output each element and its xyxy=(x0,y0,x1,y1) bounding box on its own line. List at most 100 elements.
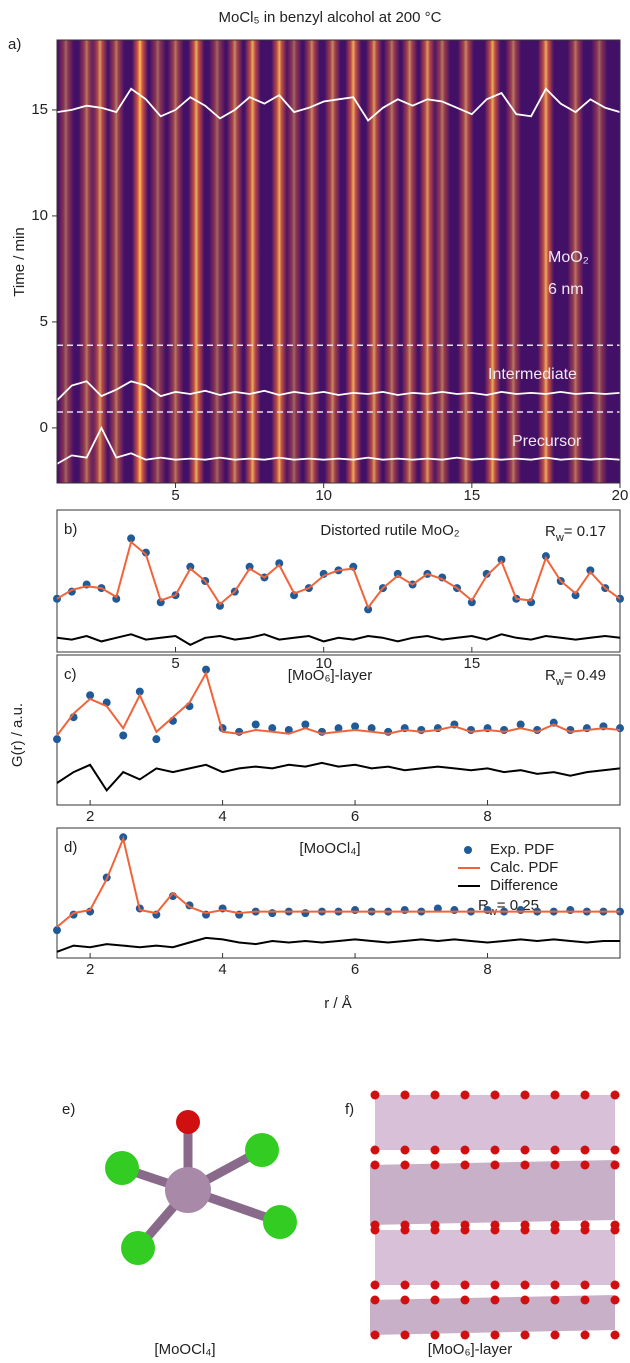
oxygen-atom xyxy=(550,1280,560,1290)
exp-point xyxy=(364,605,373,614)
oxygen-atom xyxy=(580,1295,590,1305)
exp-point xyxy=(566,906,575,915)
x-tick-label: 5 xyxy=(171,487,179,504)
intensity-stripe xyxy=(57,40,74,483)
oxygen-atom xyxy=(490,1145,500,1155)
oxygen-atom xyxy=(430,1295,440,1305)
oxygen-atom xyxy=(400,1160,410,1170)
exp-point xyxy=(351,722,360,731)
oxygen-atom xyxy=(400,1330,410,1340)
oxygen-atom xyxy=(520,1280,530,1290)
exp-point xyxy=(483,906,492,915)
oxygen-atom xyxy=(580,1090,590,1100)
exp-point xyxy=(467,598,476,607)
oxygen-atom xyxy=(460,1160,470,1170)
oxygen-atom xyxy=(580,1280,590,1290)
intensity-stripe xyxy=(286,40,303,483)
exp-point xyxy=(53,735,61,744)
oxygen-atom xyxy=(580,1225,590,1235)
oxygen-atom xyxy=(580,1330,590,1340)
intensity-stripe xyxy=(324,40,341,483)
exp-point xyxy=(367,724,376,733)
oxygen-atom xyxy=(430,1145,440,1155)
oxygen-atom xyxy=(490,1295,500,1305)
y-axis-label: Time / min xyxy=(11,227,28,296)
calc-curve xyxy=(56,670,621,737)
x-tick-label: 5 xyxy=(171,655,179,672)
panel-label: a) xyxy=(8,36,21,53)
oxygen-atom xyxy=(430,1090,440,1100)
y-tick-label: 5 xyxy=(40,313,48,330)
oxygen-atom xyxy=(520,1225,530,1235)
intensity-stripe xyxy=(591,40,608,483)
oxygen-atom xyxy=(400,1280,410,1290)
oxygen-atom xyxy=(370,1330,380,1340)
oxygen-atom xyxy=(610,1225,620,1235)
oxygen-atom xyxy=(370,1160,380,1170)
exp-point xyxy=(616,724,624,733)
oxygen-atom xyxy=(610,1295,620,1305)
exp-point xyxy=(301,720,310,729)
panel-label: f) xyxy=(345,1101,354,1118)
oxygen-atom xyxy=(430,1225,440,1235)
exp-point xyxy=(202,665,211,674)
plot-frame xyxy=(56,509,621,653)
rw-part: = 0.49 xyxy=(564,667,606,684)
y-tick-label: 0 xyxy=(40,419,48,436)
intensity-stripe xyxy=(244,40,261,483)
phase-label: 6 nm xyxy=(548,281,584,298)
intensity-stripe xyxy=(401,40,418,483)
oxygen-atom xyxy=(520,1090,530,1100)
exp-point xyxy=(400,906,409,915)
legend-marker xyxy=(464,846,472,854)
panel-label: d) xyxy=(64,839,77,856)
oxygen-atom xyxy=(430,1160,440,1170)
intensity-stripe xyxy=(108,40,125,483)
oxygen-atom xyxy=(520,1145,530,1155)
chlorine-atom xyxy=(245,1133,279,1167)
oxygen-atom xyxy=(610,1330,620,1340)
octahedra-row xyxy=(375,1095,615,1150)
exp-point xyxy=(215,601,224,610)
oxygen-atom xyxy=(460,1330,470,1340)
y-axis-label: G(r) / a.u. xyxy=(9,703,26,767)
exp-point xyxy=(450,906,459,915)
oxygen-atom xyxy=(370,1280,380,1290)
x-tick-label: 10 xyxy=(315,655,332,672)
phase-label: Precursor xyxy=(512,433,582,450)
oxygen-atom xyxy=(430,1330,440,1340)
oxygen-atom xyxy=(370,1295,380,1305)
intensity-stripe xyxy=(131,40,148,483)
oxygen-atom xyxy=(400,1295,410,1305)
oxygen-atom xyxy=(460,1295,470,1305)
exp-point xyxy=(141,548,150,557)
plot-frame xyxy=(56,39,621,484)
octahedra-row xyxy=(370,1295,615,1335)
oxygen-atom xyxy=(460,1145,470,1155)
chart-title: MoCl₅ in benzyl alcohol at 200 °C xyxy=(219,9,442,26)
intensity-stripe xyxy=(484,40,501,483)
panel-label: b) xyxy=(64,521,77,538)
x-tick-label: 10 xyxy=(315,487,332,504)
panel-title: [MoO₆]-layer xyxy=(288,667,372,684)
oxygen-atom xyxy=(520,1160,530,1170)
x-tick-label: 15 xyxy=(463,655,480,672)
oxygen-atom xyxy=(610,1145,620,1155)
intensity-stripe xyxy=(567,40,584,483)
oxygen-atom xyxy=(580,1145,590,1155)
calc-curve xyxy=(56,835,620,928)
exp-point xyxy=(586,566,595,575)
pdf-curve xyxy=(57,380,620,401)
intensity-stripe xyxy=(457,40,474,483)
octahedra-row xyxy=(370,1160,615,1225)
chlorine-atom xyxy=(105,1151,139,1185)
oxygen-atom xyxy=(610,1160,620,1170)
intensity-stripe xyxy=(505,40,522,483)
oxygen-atom xyxy=(520,1295,530,1305)
x-tick-label: 2 xyxy=(86,808,94,825)
oxygen-atom xyxy=(460,1225,470,1235)
structure-caption: [MoOCl₄] xyxy=(154,1341,215,1358)
intensity-stripe xyxy=(188,40,205,483)
intensity-stripe xyxy=(345,40,362,483)
intensity-stripe xyxy=(366,40,383,483)
